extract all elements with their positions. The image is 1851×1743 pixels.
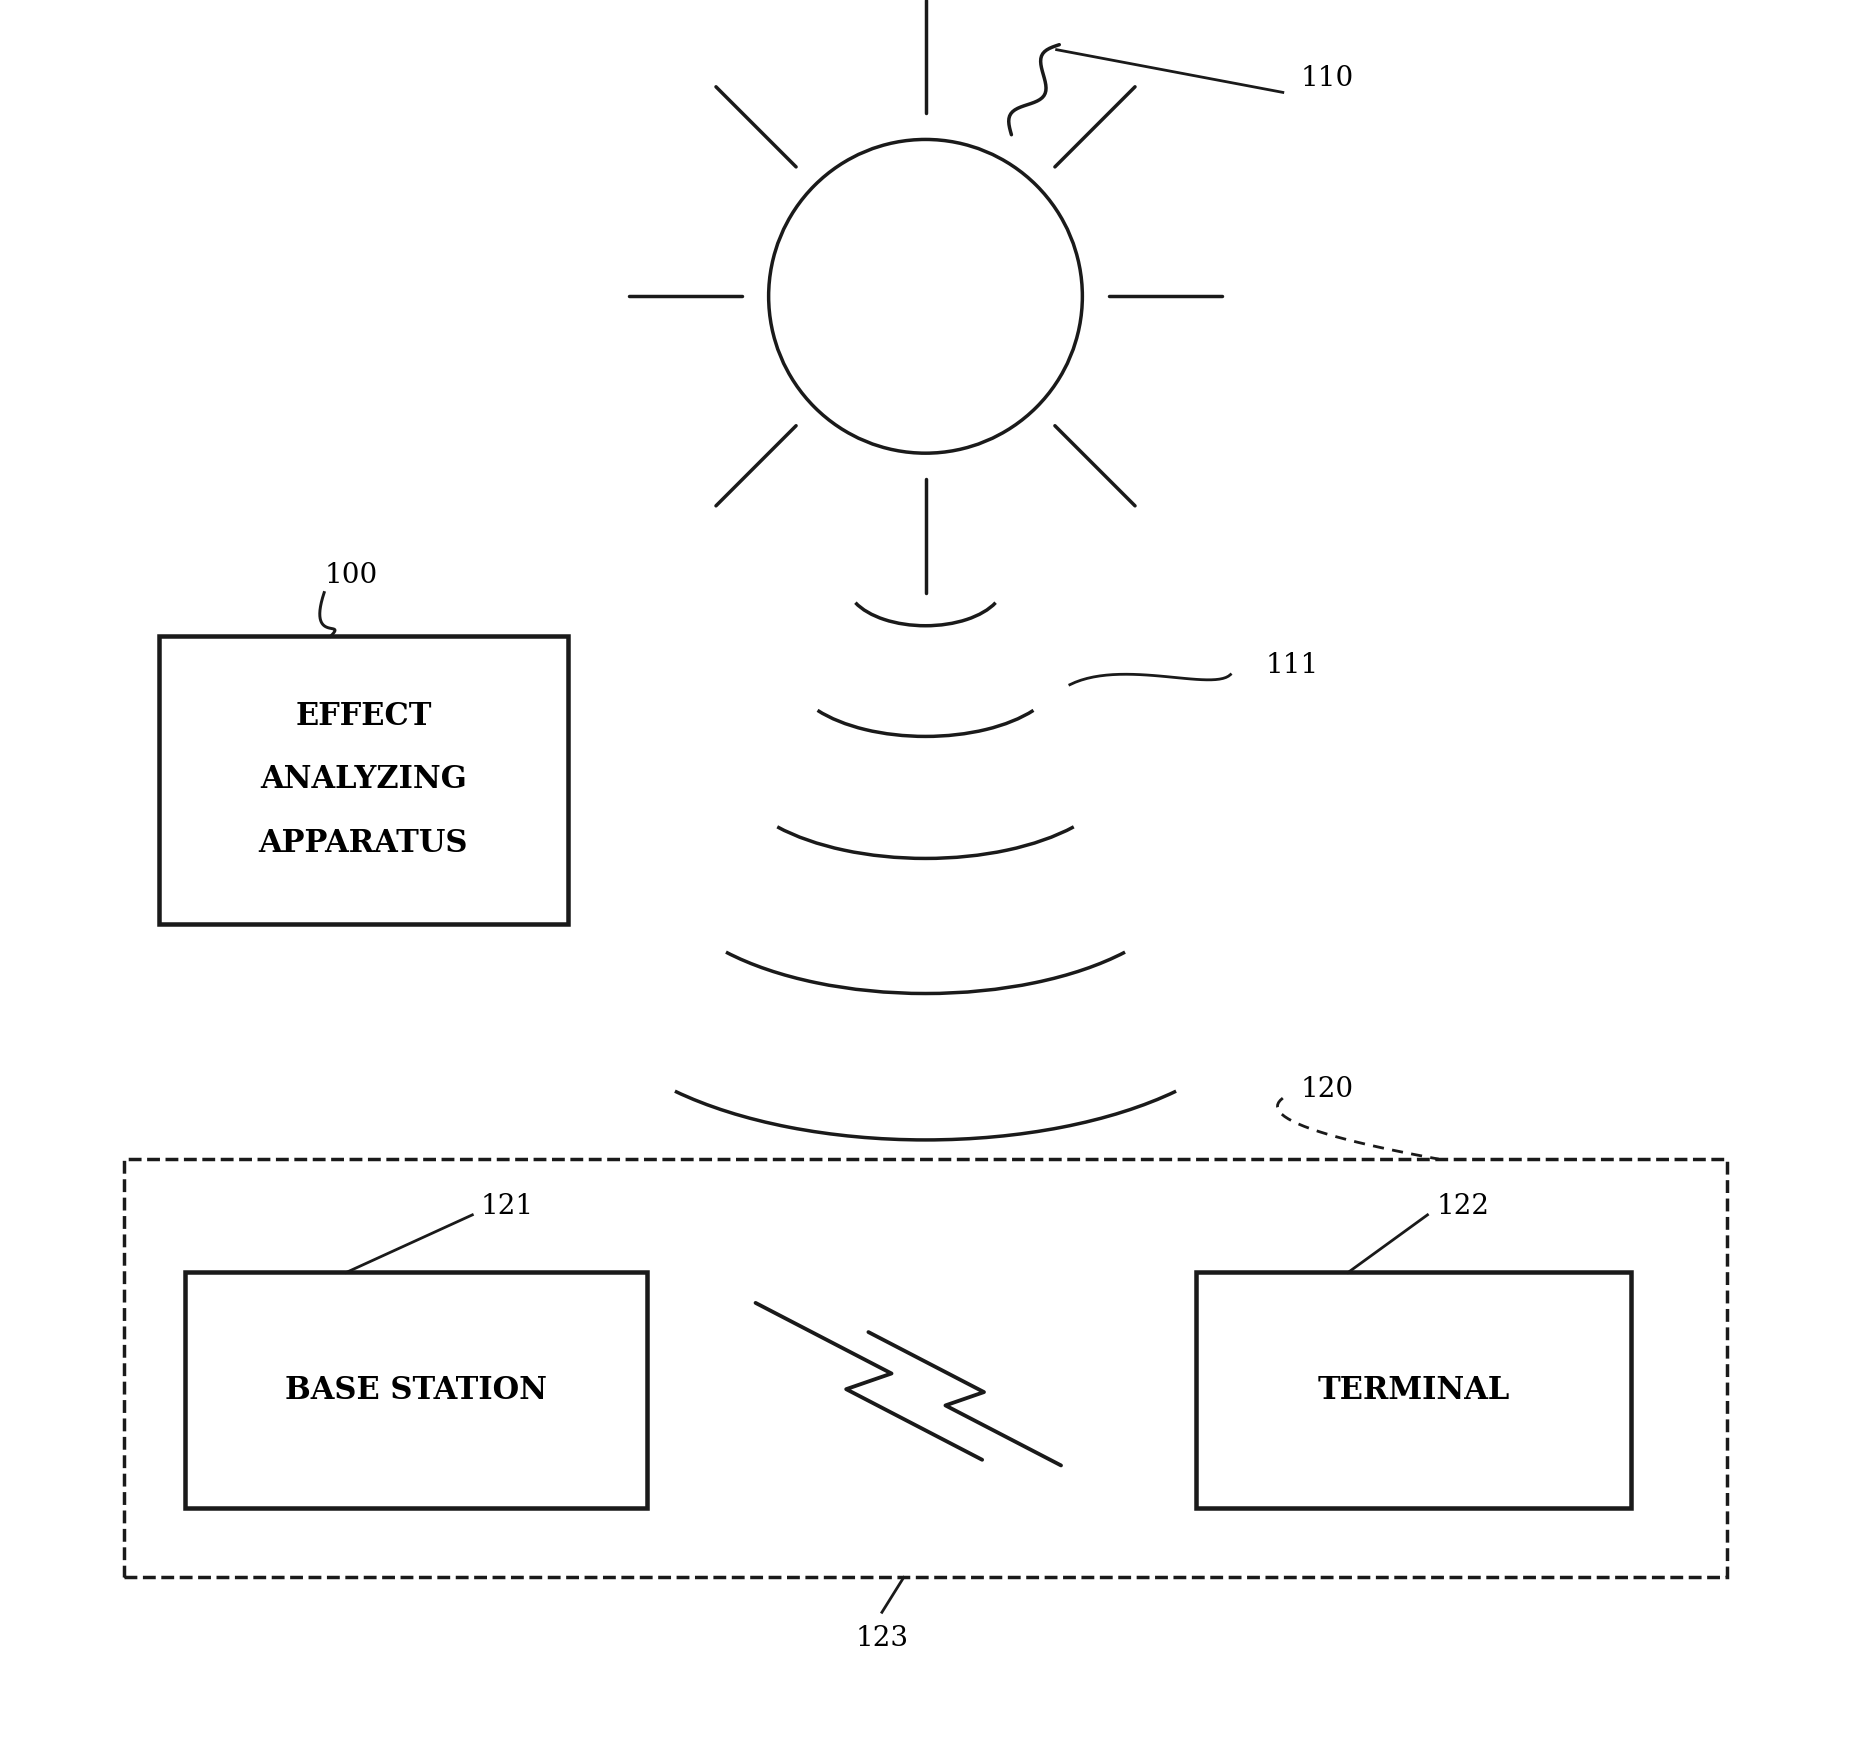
Text: TERMINAL: TERMINAL xyxy=(1318,1375,1510,1405)
Text: 123: 123 xyxy=(855,1624,909,1652)
Text: 120: 120 xyxy=(1299,1075,1353,1103)
Text: BASE STATION: BASE STATION xyxy=(285,1375,546,1405)
Text: 121: 121 xyxy=(481,1192,535,1220)
Text: ANALYZING: ANALYZING xyxy=(259,765,466,795)
Bar xyxy=(124,1159,1727,1577)
Bar xyxy=(185,1272,646,1508)
Text: 122: 122 xyxy=(1436,1192,1490,1220)
Bar xyxy=(1196,1272,1631,1508)
Text: 111: 111 xyxy=(1266,652,1318,680)
Text: 100: 100 xyxy=(324,561,378,589)
Text: 110: 110 xyxy=(1299,64,1353,92)
Text: EFFECT: EFFECT xyxy=(294,701,431,732)
Bar xyxy=(159,636,568,924)
Text: APPARATUS: APPARATUS xyxy=(259,828,468,859)
